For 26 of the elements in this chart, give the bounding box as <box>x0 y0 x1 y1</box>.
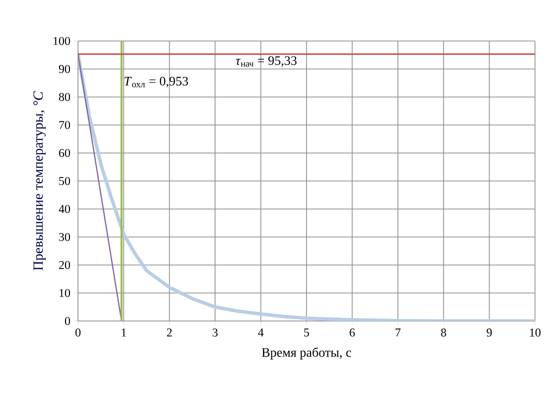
ref-line-label: T$_{охл}$ = 0,953 <box>124 76 188 88</box>
x-tick-label: 10 <box>530 328 541 337</box>
y-tick-label: 0 <box>64 316 70 326</box>
y-tick-label: 90 <box>58 64 70 74</box>
x-tick-label: 5 <box>304 328 310 336</box>
y-tick-label: 40 <box>58 204 70 214</box>
y-tick-label: 10 <box>60 288 70 298</box>
x-tick-label: 8 <box>441 328 446 337</box>
x-tick-label: 3 <box>212 328 218 337</box>
x-tick-label: 9 <box>486 328 492 337</box>
x-tick-label: 0 <box>75 328 81 337</box>
x-tick-label: 1 <box>122 328 126 336</box>
y-tick-label: 80 <box>58 92 70 102</box>
x-tick-label: 7 <box>396 328 401 336</box>
y-tick-label: 70 <box>59 120 70 130</box>
x-tick-label: 6 <box>350 328 355 337</box>
x-tick-label: 4 <box>258 328 264 336</box>
y-tick-label: 50 <box>59 176 70 186</box>
y-tick-label: 60 <box>59 148 70 158</box>
x-tick-label: 2 <box>166 328 172 336</box>
y-tick-label: 20 <box>59 260 70 270</box>
y-axis-title: Превышение температуры, °C <box>33 91 46 270</box>
ref-line-label: τ$_{нач}$ = 95,33 <box>236 56 297 67</box>
y-tick-label: 100 <box>54 36 70 46</box>
x-axis-title: Время работы, с <box>262 347 352 360</box>
y-tick-label: 30 <box>59 232 70 242</box>
